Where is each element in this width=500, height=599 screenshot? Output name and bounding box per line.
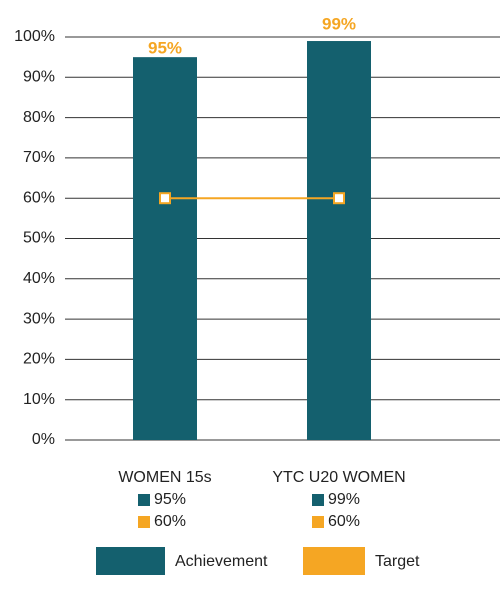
bar <box>133 57 197 441</box>
y-tick-label: 90% <box>23 69 55 86</box>
table-value: 60% <box>328 513 360 530</box>
target-marker <box>333 192 345 205</box>
data-label: 99% <box>322 15 356 34</box>
x-tick-label: YTC U20 WOMEN <box>272 469 405 486</box>
y-tick-label: 100% <box>14 28 55 45</box>
table-swatch <box>138 494 150 506</box>
table-swatch <box>312 494 324 506</box>
target-marker <box>159 192 171 205</box>
y-tick-label: 30% <box>23 310 55 327</box>
table-swatch <box>138 516 150 528</box>
legend-swatch <box>96 547 165 575</box>
table-value: 60% <box>154 513 186 530</box>
y-tick-label: 70% <box>23 149 55 166</box>
x-tick-label: WOMEN 15s <box>118 469 211 486</box>
legend-label: Target <box>375 553 420 570</box>
table-value: 95% <box>154 491 186 508</box>
y-tick-label: 40% <box>23 270 55 287</box>
y-tick-label: 20% <box>23 351 55 368</box>
y-tick-label: 50% <box>23 230 55 247</box>
data-label: 95% <box>148 39 182 58</box>
table-value: 99% <box>328 491 360 508</box>
legend-swatch <box>303 547 365 575</box>
y-tick-label: 80% <box>23 109 55 126</box>
table-swatch <box>312 516 324 528</box>
bar <box>307 41 371 440</box>
legend-label: Achievement <box>175 553 268 570</box>
y-tick-label: 10% <box>23 391 55 408</box>
y-tick-label: 60% <box>23 189 55 206</box>
y-tick-label: 0% <box>32 431 55 448</box>
